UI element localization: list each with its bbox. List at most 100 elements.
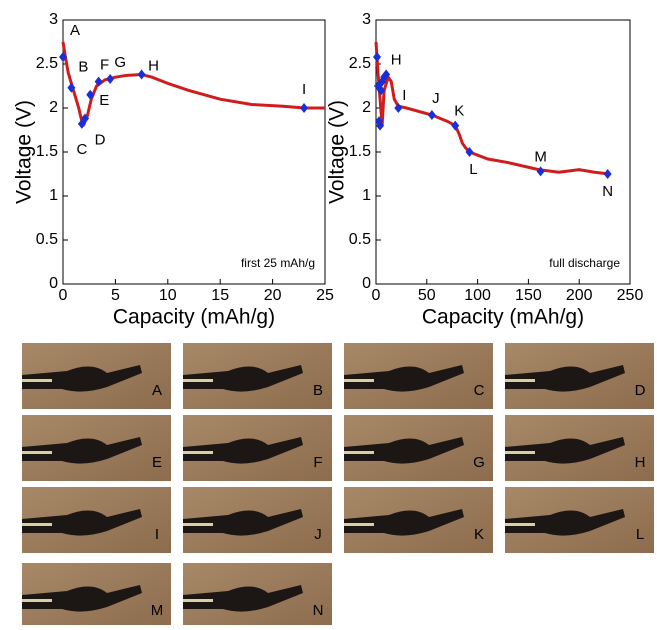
x-tick-label: 10 (159, 287, 177, 304)
marker-label: K (454, 103, 464, 120)
photo-panel: E (22, 415, 171, 481)
panel-label: H (635, 454, 646, 471)
marker-label: D (95, 132, 106, 149)
annotation: full discharge (549, 256, 620, 270)
x-tick-label: 25 (316, 287, 334, 304)
marker (451, 120, 460, 131)
x-tick-label: 0 (372, 287, 381, 304)
y-tick-label: 0 (49, 275, 58, 292)
scale (22, 451, 52, 454)
electrode (344, 365, 464, 392)
marker (465, 147, 474, 157)
y-tick-label: 2 (49, 99, 58, 116)
panel-label: E (152, 454, 162, 471)
scale (183, 599, 213, 602)
electrode (183, 365, 303, 392)
x-tick-label: 100 (464, 287, 491, 304)
marker-label: N (602, 183, 613, 200)
y-tick-label: 3 (49, 11, 58, 28)
x-axis-label: Capacity (mAh/g) (113, 306, 275, 329)
marker-label: C (76, 141, 87, 158)
panel-label: G (473, 454, 485, 471)
annotation: first 25 mAh/g (241, 256, 315, 270)
electrode (183, 437, 303, 464)
panel-label: C (474, 382, 485, 399)
electrode (505, 509, 625, 536)
y-tick-label: 2 (362, 99, 371, 116)
marker (137, 69, 146, 80)
x-axis-label: Capacity (mAh/g) (422, 306, 584, 329)
panel-label: D (635, 382, 646, 399)
x-tick-label: 20 (264, 287, 282, 304)
marker (86, 89, 95, 100)
scale (183, 451, 213, 454)
x-tick-label: 150 (515, 287, 542, 304)
y-tick-label: 1 (49, 187, 58, 204)
marker (603, 169, 612, 179)
voltage-curve (61, 41, 325, 127)
y-tick-label: 1.5 (349, 143, 371, 160)
x-tick-label: 50 (418, 287, 436, 304)
photo-panel: L (505, 487, 654, 553)
marker-label: L (469, 161, 477, 178)
electrode (505, 365, 625, 392)
electrode (344, 437, 464, 464)
panel-label: N (313, 602, 324, 619)
photo-panel: D (505, 343, 654, 409)
y-axis-label: Voltage (V) (326, 100, 349, 204)
marker-label: A (70, 22, 80, 39)
marker-label: E (99, 92, 109, 109)
electrode (183, 585, 303, 612)
marker (536, 166, 545, 177)
scale (505, 379, 535, 382)
marker-label: I (302, 81, 306, 98)
panel-label: F (313, 454, 322, 471)
marker (94, 76, 103, 87)
panel-label: K (474, 526, 484, 543)
y-tick-label: 0.5 (36, 231, 58, 248)
x-tick-label: 250 (617, 287, 644, 304)
marker (59, 51, 67, 62)
photo-panel: A (22, 343, 171, 409)
y-tick-label: 1.5 (36, 143, 58, 160)
marker-label: M (534, 148, 547, 165)
panel-label: L (636, 526, 644, 543)
y-tick-label: 1 (362, 187, 371, 204)
marker-label: H (148, 58, 159, 75)
scale (344, 451, 374, 454)
photo-panel: J (183, 487, 332, 553)
marker (427, 110, 436, 121)
photo-panel: I (22, 487, 171, 553)
marker (106, 73, 115, 84)
marker (377, 85, 386, 96)
photo-panel: F (183, 415, 332, 481)
plot-frame (375, 19, 631, 285)
electrode (22, 365, 142, 392)
electrode (344, 509, 464, 536)
scale (505, 523, 535, 526)
scale (505, 451, 535, 454)
photo-panel: H (505, 415, 654, 481)
x-tick-label: 0 (59, 287, 68, 304)
panel-label: J (314, 526, 322, 543)
scale (344, 523, 374, 526)
photo-panel: M (22, 563, 171, 629)
panel-label: B (313, 382, 323, 399)
y-tick-label: 2.5 (36, 55, 58, 72)
marker (373, 51, 382, 62)
marker (300, 103, 309, 113)
scale (22, 599, 52, 602)
scale (22, 523, 52, 526)
photo-panel: K (344, 487, 493, 553)
electrode (22, 437, 142, 464)
panel-label: I (155, 526, 159, 543)
y-axis-label: Voltage (V) (13, 100, 36, 204)
voltage-curve (374, 41, 610, 176)
panel-label: M (151, 602, 164, 619)
marker-label: J (432, 90, 440, 107)
y-tick-label: 0.5 (349, 231, 371, 248)
marker (382, 69, 391, 80)
marker-label: I (402, 87, 406, 104)
